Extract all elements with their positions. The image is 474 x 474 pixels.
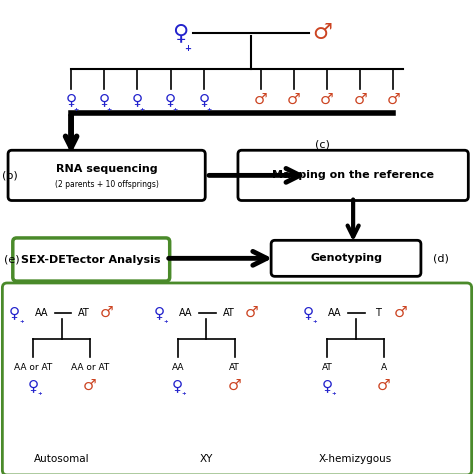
Text: (d): (d) xyxy=(433,253,449,264)
FancyBboxPatch shape xyxy=(2,283,472,474)
Text: +: + xyxy=(37,392,42,396)
Text: AA or AT: AA or AT xyxy=(71,363,109,372)
Text: ♀: ♀ xyxy=(165,92,176,107)
Text: AT: AT xyxy=(78,308,90,318)
Text: ♂: ♂ xyxy=(83,378,97,393)
Text: +: + xyxy=(184,44,191,53)
Text: AA or AT: AA or AT xyxy=(14,363,52,372)
Text: ♂: ♂ xyxy=(394,305,407,320)
Text: ♀: ♀ xyxy=(132,92,143,107)
Text: A: A xyxy=(381,363,387,372)
FancyBboxPatch shape xyxy=(238,150,468,201)
Text: AA: AA xyxy=(179,308,192,318)
FancyBboxPatch shape xyxy=(8,150,205,201)
Text: +: + xyxy=(313,319,318,324)
Text: +: + xyxy=(182,392,186,396)
Text: ♀: ♀ xyxy=(9,305,20,320)
Text: Genotyping: Genotyping xyxy=(310,253,382,264)
Text: ♂: ♂ xyxy=(387,92,400,107)
Text: ♂: ♂ xyxy=(377,378,391,393)
Text: AA: AA xyxy=(172,363,184,372)
Text: +: + xyxy=(19,319,24,324)
Text: AT: AT xyxy=(322,363,332,372)
Text: (2 parents + 10 offsprings): (2 parents + 10 offsprings) xyxy=(55,180,159,189)
Text: (b): (b) xyxy=(2,170,18,181)
Text: ♀: ♀ xyxy=(321,378,333,393)
Text: XY: XY xyxy=(200,454,213,464)
Text: ♀: ♀ xyxy=(172,378,183,393)
Text: T: T xyxy=(375,308,381,318)
Text: ♂: ♂ xyxy=(245,305,258,320)
Text: ♂: ♂ xyxy=(254,92,267,107)
Text: ♂: ♂ xyxy=(354,92,367,107)
Text: +: + xyxy=(164,319,168,324)
Text: Autosomal: Autosomal xyxy=(34,454,90,464)
Text: ♀: ♀ xyxy=(172,23,188,43)
Text: ♂: ♂ xyxy=(228,378,241,393)
Text: AT: AT xyxy=(229,363,240,372)
Text: ♀: ♀ xyxy=(27,378,39,393)
Text: (e): (e) xyxy=(4,255,19,264)
Text: ♂: ♂ xyxy=(320,92,334,107)
FancyBboxPatch shape xyxy=(271,240,421,276)
Text: +: + xyxy=(206,108,211,112)
Text: +: + xyxy=(139,108,145,112)
FancyBboxPatch shape xyxy=(13,238,170,281)
Text: ♀: ♀ xyxy=(198,92,210,107)
Text: ♂: ♂ xyxy=(100,305,113,320)
Text: ♀: ♀ xyxy=(302,305,314,320)
Text: ♂: ♂ xyxy=(287,92,301,107)
Text: Mapping on the reference: Mapping on the reference xyxy=(272,170,434,181)
Text: +: + xyxy=(73,108,79,112)
Text: SEX-DETector Analysis: SEX-DETector Analysis xyxy=(21,255,161,264)
Text: X-hemizygous: X-hemizygous xyxy=(319,454,392,464)
Text: +: + xyxy=(173,108,178,112)
Text: AT: AT xyxy=(223,308,234,318)
Text: +: + xyxy=(106,108,112,112)
Text: ♂: ♂ xyxy=(312,23,332,43)
Text: ♀: ♀ xyxy=(99,92,110,107)
Text: AA: AA xyxy=(35,308,48,318)
Text: ♀: ♀ xyxy=(153,305,164,320)
Text: RNA sequencing: RNA sequencing xyxy=(56,164,157,174)
Text: +: + xyxy=(331,392,336,396)
Text: AA: AA xyxy=(328,308,342,318)
Text: ♀: ♀ xyxy=(65,92,77,107)
Text: (c): (c) xyxy=(315,139,330,150)
